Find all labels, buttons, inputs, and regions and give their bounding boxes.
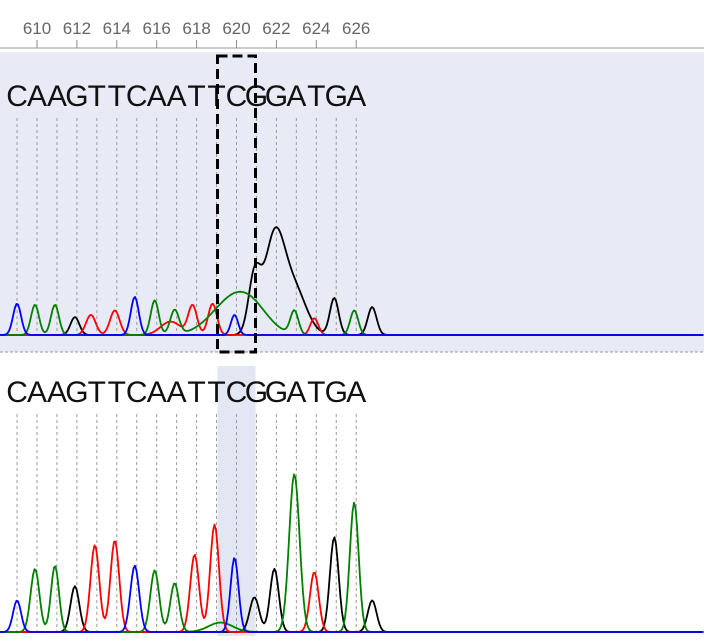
- base-call-sample: A: [47, 80, 67, 113]
- base-call-reference: T: [88, 376, 106, 409]
- base-call-reference: T: [207, 376, 225, 409]
- base-call-sample: A: [147, 80, 167, 113]
- x-tick-label: 624: [302, 19, 330, 38]
- base-call-sample: A: [286, 80, 306, 113]
- base-call-sample: G: [65, 80, 88, 113]
- base-call-reference: G: [65, 376, 88, 409]
- base-call-sample: C: [6, 80, 28, 113]
- base-call-reference: A: [147, 376, 167, 409]
- base-call-sample: A: [346, 80, 366, 113]
- base-call-reference: A: [47, 376, 67, 409]
- base-call-sample: T: [187, 80, 205, 113]
- base-call-sample: T: [207, 80, 225, 113]
- x-tick-label: 626: [342, 19, 370, 38]
- x-tick-label: 616: [143, 19, 171, 38]
- base-call-sample: T: [307, 80, 325, 113]
- x-tick-label: 618: [182, 19, 210, 38]
- base-call-reference: A: [346, 376, 366, 409]
- base-call-sample: C: [126, 80, 148, 113]
- base-call-reference: A: [27, 376, 47, 409]
- base-call-sample: T: [88, 80, 106, 113]
- base-call-reference: T: [307, 376, 325, 409]
- x-tick-label: 622: [262, 19, 290, 38]
- x-tick-label: 614: [103, 19, 131, 38]
- base-call-reference: C: [126, 376, 148, 409]
- base-call-reference: A: [286, 376, 306, 409]
- base-call-reference: G: [325, 376, 348, 409]
- base-call-reference: T: [108, 376, 126, 409]
- base-call-sample: A: [27, 80, 47, 113]
- base-call-sample: T: [108, 80, 126, 113]
- base-call-sample: G: [265, 80, 288, 113]
- trace-reference-A: [0, 473, 704, 633]
- highlight-box[interactable]: [216, 54, 257, 354]
- x-tick-label: 620: [222, 19, 250, 38]
- base-call-reference: G: [245, 376, 268, 409]
- base-call-sample: A: [167, 80, 187, 113]
- base-call-reference: G: [265, 376, 288, 409]
- base-call-sample: C: [226, 80, 248, 113]
- base-call-reference: C: [226, 376, 248, 409]
- trace-reference-C: [0, 557, 704, 633]
- sample-panel-background: [0, 52, 704, 352]
- x-tick-label: 610: [23, 19, 51, 38]
- base-call-reference: T: [187, 376, 205, 409]
- base-call-sample: G: [325, 80, 348, 113]
- x-tick-label: 612: [63, 19, 91, 38]
- trace-sample-C: [0, 296, 704, 336]
- base-call-reference: A: [167, 376, 187, 409]
- base-call-reference: C: [6, 376, 28, 409]
- trace-reference-T: [0, 523, 704, 633]
